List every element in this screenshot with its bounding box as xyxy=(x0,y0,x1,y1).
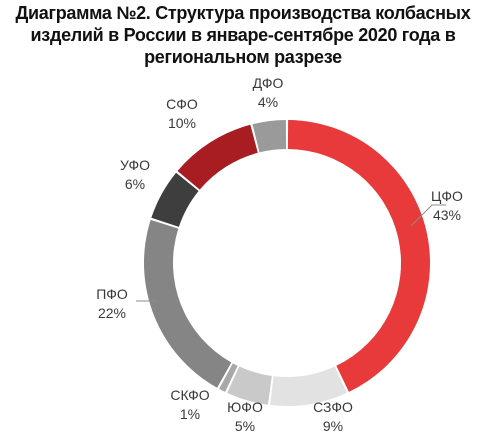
donut-slice-2 xyxy=(270,366,347,406)
chart-title-line-1: Диаграмма №2. Структура производства кол… xyxy=(15,3,471,23)
slice-value-label: 4% xyxy=(258,94,278,110)
chart-title: Диаграмма №2. Структура производства кол… xyxy=(0,2,486,68)
slice-category-label: СФО xyxy=(166,96,198,112)
slice-value-label: 5% xyxy=(235,418,255,434)
leader-line-1 xyxy=(410,204,446,227)
chart-title-line-2: изделий в России в январе-сентябре 2020 … xyxy=(30,25,456,45)
donut-slice-5 xyxy=(143,219,232,388)
slice-value-label: 6% xyxy=(125,176,145,192)
slice-value-label: 43% xyxy=(433,207,461,223)
slice-category-label: УФО xyxy=(120,157,150,173)
chart-title-line-3: региональном разрезе xyxy=(144,47,342,67)
donut-slice-6 xyxy=(151,172,199,227)
slice-value-label: 9% xyxy=(323,418,343,434)
donut-slice-1 xyxy=(287,120,430,392)
slice-value-label: 22% xyxy=(98,305,126,321)
slice-category-label: СКФО xyxy=(170,387,209,403)
slice-category-label: ЦФО xyxy=(431,188,463,204)
donut-slice-4 xyxy=(219,363,238,392)
slice-value-label: 10% xyxy=(168,115,196,131)
donut-slice-7 xyxy=(177,124,258,190)
slice-category-label: ЮФО xyxy=(227,399,263,415)
slice-category-label: СЗФО xyxy=(313,399,353,415)
donut-slice-8 xyxy=(252,120,287,153)
slice-category-label: ДФО xyxy=(253,75,284,91)
slice-value-label: 1% xyxy=(180,406,200,422)
donut-slice-3 xyxy=(227,366,272,405)
slice-category-label: ПФО xyxy=(96,286,128,302)
